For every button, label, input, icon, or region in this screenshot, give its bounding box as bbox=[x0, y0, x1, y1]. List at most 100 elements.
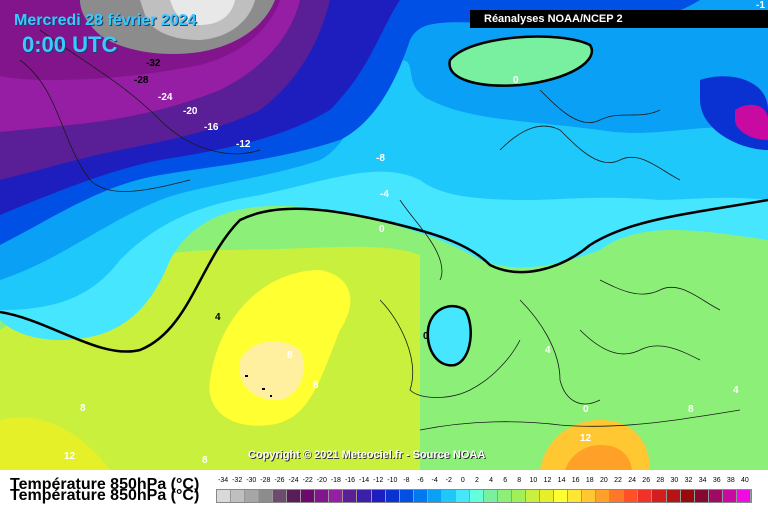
temperature-field-band bbox=[565, 445, 632, 470]
isotherm-label: 4 bbox=[733, 385, 739, 396]
legend-tick-label: 8 bbox=[517, 477, 522, 484]
data-source-label: Réanalyses NOAA/NCEP 2 bbox=[470, 10, 768, 28]
isotherm-zero-line bbox=[0, 198, 768, 353]
legend-tick-label: -18 bbox=[330, 477, 341, 484]
legend-tick-label: 38 bbox=[726, 477, 735, 484]
isotherm-label: 0 bbox=[583, 404, 589, 415]
legend-swatch bbox=[217, 490, 232, 502]
legend-tick-label: -20 bbox=[316, 477, 327, 484]
isotherm-label: 8 bbox=[202, 455, 208, 466]
legend-swatch bbox=[694, 490, 709, 502]
legend-tick-label: 10 bbox=[529, 477, 538, 484]
legend-swatch bbox=[680, 490, 695, 502]
legend-swatch bbox=[511, 490, 527, 502]
legend-swatch bbox=[301, 490, 316, 502]
isotherm-label: 8 bbox=[287, 350, 293, 361]
variable-title-shadow: Température 850hPa (°C) bbox=[10, 487, 200, 504]
legend-swatch bbox=[526, 490, 541, 502]
legend-swatch bbox=[357, 490, 372, 502]
legend-swatch bbox=[596, 490, 611, 502]
temperature-map bbox=[0, 0, 768, 470]
legend-tick-label: -4 bbox=[431, 477, 438, 484]
legend-tick-label: 28 bbox=[656, 477, 665, 484]
isotherm-label: -28 bbox=[134, 75, 149, 86]
legend-swatch bbox=[245, 490, 260, 502]
map-date: Mercredi 28 février 2024 bbox=[14, 12, 197, 29]
isotherm-label: 0 bbox=[513, 75, 519, 86]
legend-swatch bbox=[455, 490, 470, 502]
legend-tick-label: -28 bbox=[260, 477, 271, 484]
isotherm-label: -20 bbox=[183, 106, 198, 117]
legend-tick-label: -16 bbox=[344, 477, 356, 484]
color-legend: -34 -32 -30 -28 -26 -24 -22 -20 -18 -16 -14 -12 -10-… bbox=[216, 477, 752, 507]
temperature-field-band bbox=[239, 341, 304, 401]
legend-tick-label: 32 bbox=[684, 477, 693, 484]
legend-tick-label: 4 bbox=[489, 477, 493, 484]
temperature-field-band bbox=[427, 306, 471, 366]
legend-swatch bbox=[399, 490, 414, 502]
coastlines bbox=[19, 29, 741, 431]
isotherm-label: -1 bbox=[756, 0, 765, 11]
legend-tick-label: 26 bbox=[642, 477, 651, 484]
legend-tick-label: -12 bbox=[373, 477, 384, 484]
legend-swatch bbox=[722, 490, 737, 502]
legend-swatch bbox=[273, 490, 288, 502]
legend-color-bar bbox=[216, 489, 752, 503]
legend-tick-label: 40 bbox=[741, 477, 749, 484]
legend-tick-label: -26 bbox=[274, 477, 285, 484]
legend-swatch bbox=[582, 490, 597, 502]
legend-tick-label: -24 bbox=[288, 477, 299, 484]
legend-tick-label: -8 bbox=[403, 477, 410, 484]
legend-swatch bbox=[315, 490, 330, 502]
legend-swatch bbox=[329, 490, 344, 502]
legend-tick-label: 0 bbox=[460, 477, 465, 484]
legend-swatch bbox=[540, 490, 555, 502]
azores-islands bbox=[245, 375, 272, 397]
isotherm-label: -4 bbox=[380, 189, 389, 200]
copyright-notice: Copyright © 2021 Meteociel.fr - Source N… bbox=[248, 449, 486, 461]
legend-tick-label: 24 bbox=[628, 477, 636, 484]
isotherm-zero-line bbox=[448, 35, 593, 87]
legend-swatch bbox=[287, 490, 302, 502]
legend-swatch bbox=[638, 490, 653, 502]
legend-swatch bbox=[231, 490, 246, 502]
legend-tick-label: -22 bbox=[302, 477, 313, 484]
map-time: 0:00 UTC bbox=[22, 32, 118, 57]
temperature-field-band bbox=[449, 36, 592, 86]
isotherm-label: 0 bbox=[423, 331, 429, 342]
isotherm-label: 12 bbox=[580, 433, 592, 444]
legend-swatch bbox=[441, 490, 456, 502]
legend-tick-label: 34 bbox=[698, 477, 707, 484]
temperature-field-band bbox=[170, 0, 235, 25]
legend-swatch bbox=[343, 490, 358, 502]
legend-tick-label: -2 bbox=[445, 477, 452, 484]
legend-swatch bbox=[736, 490, 751, 502]
legend-swatch bbox=[259, 490, 274, 502]
legend-swatch bbox=[652, 490, 667, 502]
legend-tick-label: 14 bbox=[557, 477, 566, 484]
legend-swatch bbox=[371, 490, 386, 502]
legend-swatch bbox=[568, 490, 583, 502]
isotherm-label: -12 bbox=[236, 139, 251, 150]
legend-swatch bbox=[624, 490, 639, 502]
isotherm-label: -16 bbox=[204, 122, 219, 133]
legend-swatch bbox=[708, 490, 723, 502]
legend-tick-label: 6 bbox=[503, 477, 508, 484]
legend-swatch bbox=[427, 490, 442, 502]
legend-tick-label: 20 bbox=[599, 477, 608, 484]
isotherm-label: -32 bbox=[146, 58, 161, 69]
legend-tick-label: -30 bbox=[246, 477, 257, 484]
isotherm-label: 8 bbox=[688, 404, 694, 415]
legend-labels: -34 -32 -30 -28 -26 -24 -22 -20 -18 -16 -14 -12 -10-… bbox=[216, 477, 752, 487]
legend-swatch bbox=[497, 490, 512, 502]
isotherm-label: 12 bbox=[64, 451, 76, 462]
legend-tick-label: 30 bbox=[670, 477, 679, 484]
legend-tick-label: -10 bbox=[387, 477, 398, 484]
legend-swatch bbox=[554, 490, 569, 502]
isotherm-label: 0 bbox=[379, 224, 385, 235]
legend-tick-label: 16 bbox=[571, 477, 580, 484]
isotherm-label: 8 bbox=[80, 403, 86, 414]
legend-tick-label: 2 bbox=[474, 477, 479, 484]
legend-tick-label: -32 bbox=[232, 477, 243, 484]
legend-swatch bbox=[483, 490, 498, 502]
